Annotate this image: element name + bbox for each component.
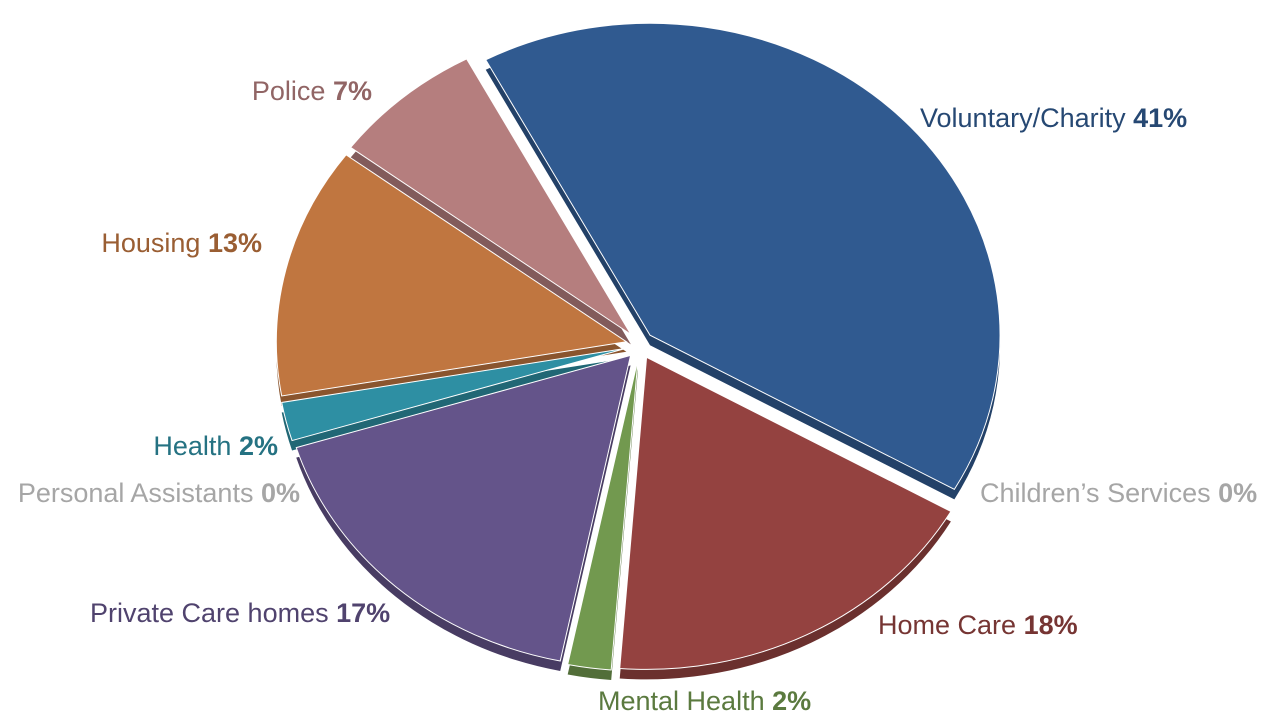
slice-label: Health 2% xyxy=(153,431,278,461)
category-label: Private Care homes xyxy=(90,598,329,628)
slice-label: Home Care 18% xyxy=(878,610,1078,640)
slice-label: Mental Health 2% xyxy=(598,686,811,716)
slice-label: Children’s Services 0% xyxy=(980,478,1257,508)
slice-label: Housing 13% xyxy=(101,228,262,258)
slice xyxy=(275,154,628,397)
category-label: Mental Health xyxy=(598,686,765,716)
slice xyxy=(619,356,952,670)
value-label: 41% xyxy=(1133,103,1187,133)
category-label: Voluntary/Charity xyxy=(920,103,1126,133)
slice-label: Personal Assistants 0% xyxy=(18,478,300,508)
slice xyxy=(349,58,632,335)
slice xyxy=(295,354,632,662)
category-label: Home Care xyxy=(878,610,1016,640)
value-label: 13% xyxy=(208,228,262,258)
value-label: 0% xyxy=(261,478,300,508)
slice xyxy=(567,358,639,671)
category-label: Children’s Services xyxy=(980,478,1211,508)
category-label: Police xyxy=(252,76,326,106)
category-label: Health xyxy=(153,431,231,461)
value-label: 7% xyxy=(333,76,372,106)
slice xyxy=(485,22,1001,491)
value-label: 0% xyxy=(1218,478,1257,508)
value-label: 2% xyxy=(239,431,278,461)
value-label: 17% xyxy=(336,598,390,628)
slice-label: Police 7% xyxy=(252,76,372,106)
value-label: 2% xyxy=(772,686,811,716)
slice-label: Voluntary/Charity 41% xyxy=(920,103,1187,133)
category-label: Housing xyxy=(101,228,200,258)
slice-label: Private Care homes 17% xyxy=(90,598,390,628)
value-label: 18% xyxy=(1024,610,1078,640)
category-label: Personal Assistants xyxy=(18,478,254,508)
slice xyxy=(281,347,627,442)
